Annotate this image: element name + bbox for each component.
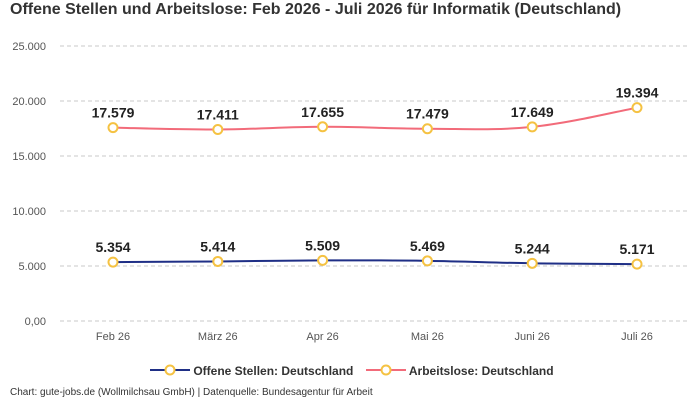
x-tick-label: Apr 26 xyxy=(306,331,338,343)
data-labels: 5.354 5.414 5.509 5.469 5.244 5.171 17.579 17.4… xyxy=(92,85,659,257)
data-label: 17.655 xyxy=(301,104,344,120)
y-tick-label: 5.000 xyxy=(18,261,46,273)
legend-swatch-offene-stellen xyxy=(150,364,190,376)
series-markers xyxy=(107,102,643,270)
legend-label-arbeitslose: Arbeitslose: Deutschland xyxy=(408,364,554,378)
data-label: 17.579 xyxy=(92,105,135,121)
y-tick-label: 0,00 xyxy=(25,316,46,328)
series-line xyxy=(112,106,638,131)
y-tick-label: 15.000 xyxy=(12,151,46,163)
x-tick-label: Feb 26 xyxy=(96,331,130,343)
data-point xyxy=(631,258,643,270)
data-label: 17.649 xyxy=(511,104,554,120)
data-label: 5.414 xyxy=(200,238,235,254)
data-point xyxy=(107,256,119,268)
x-tick-label: März 26 xyxy=(198,331,238,343)
chart-title: Offene Stellen und Arbeitslose: Feb 2026… xyxy=(10,1,622,18)
data-label: 17.411 xyxy=(197,106,239,122)
legend-item-arbeitslose[interactable]: Arbeitslose: Deutschland xyxy=(366,363,554,378)
y-tick-label: 20.000 xyxy=(12,96,46,108)
data-label: 17.479 xyxy=(406,106,449,122)
x-tick-label: Juli 26 xyxy=(621,331,653,343)
data-label: 5.244 xyxy=(515,240,550,256)
legend-item-offene-stellen[interactable]: Offene Stellen: Deutschland xyxy=(150,363,353,378)
data-point xyxy=(212,255,224,267)
data-point xyxy=(421,123,433,135)
y-tick-label: 10.000 xyxy=(12,206,46,218)
data-point xyxy=(421,255,433,267)
x-axis: Feb 26 März 26 Apr 26 Mai 26 Juni 26 Juli 26 xyxy=(96,331,653,343)
data-label: 19.394 xyxy=(616,85,659,101)
data-label: 5.354 xyxy=(95,239,130,255)
data-label: 5.509 xyxy=(305,237,340,253)
source-footer: Chart: gute-jobs.de (Wollmilchsau GmbH) … xyxy=(10,387,373,398)
data-point xyxy=(212,123,224,135)
series-line xyxy=(112,259,638,266)
data-label: 5.469 xyxy=(410,238,445,254)
x-tick-label: Mai 26 xyxy=(411,331,444,343)
data-point xyxy=(631,102,643,114)
data-point xyxy=(317,254,329,266)
legend-label-offene-stellen: Offene Stellen: Deutschland xyxy=(193,364,354,378)
data-label: 5.171 xyxy=(619,241,654,257)
data-point xyxy=(107,122,119,134)
data-point xyxy=(526,257,538,269)
data-point xyxy=(526,121,538,133)
x-tick-label: Juni 26 xyxy=(514,331,549,343)
legend-swatch-arbeitslose xyxy=(366,364,406,376)
data-point xyxy=(317,121,329,133)
y-tick-label: 25.000 xyxy=(12,41,46,53)
y-axis: 0,00 5.000 10.000 15.000 20.000 25.000 xyxy=(12,41,46,328)
grid-lines xyxy=(60,45,688,322)
series-lines xyxy=(112,106,638,266)
